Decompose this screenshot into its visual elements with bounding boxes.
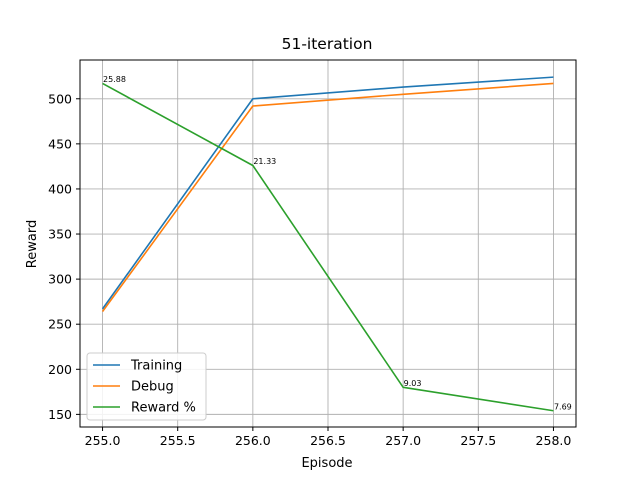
data-label: 9.03 bbox=[404, 379, 422, 388]
x-tick-label: 257.0 bbox=[385, 433, 421, 448]
grid bbox=[80, 60, 576, 427]
data-label: 21.33 bbox=[253, 157, 276, 166]
legend-label: Debug bbox=[131, 380, 174, 395]
series-layer bbox=[101, 76, 554, 412]
x-tick-label: 256.5 bbox=[310, 433, 346, 448]
series-line-reward bbox=[102, 82, 554, 412]
chart-title: 51-iteration bbox=[282, 35, 373, 53]
y-tick-label: 450 bbox=[48, 136, 72, 151]
x-axis-label: Episode bbox=[301, 456, 352, 471]
y-tick-label: 350 bbox=[48, 227, 72, 242]
x-tick-label: 257.5 bbox=[460, 433, 496, 448]
ticks: 255.0 255.5 256.0 256.5 257.0 257.5 258.0 150 20… bbox=[48, 91, 571, 448]
y-tick-label: 400 bbox=[48, 181, 72, 196]
legend: Training Debug Reward % bbox=[86, 352, 207, 421]
legend-label: Reward % bbox=[131, 401, 196, 416]
annotations: 25.88 21.33 9.03 7.69 bbox=[103, 75, 572, 411]
x-tick-label: 255.0 bbox=[85, 433, 121, 448]
legend-box bbox=[86, 352, 207, 421]
x-tick-label: 258.0 bbox=[536, 433, 572, 448]
series-line-training bbox=[101, 76, 554, 310]
y-tick-label: 500 bbox=[48, 91, 72, 106]
y-tick-label: 300 bbox=[48, 272, 72, 287]
y-tick-label: 150 bbox=[48, 407, 72, 422]
data-label: 7.69 bbox=[554, 402, 572, 411]
x-tick-label: 255.5 bbox=[160, 433, 196, 448]
y-tick-label: 250 bbox=[48, 317, 72, 332]
y-tick-label: 200 bbox=[48, 362, 72, 377]
legend-label: Training bbox=[130, 359, 182, 374]
x-tick-label: 256.0 bbox=[235, 433, 271, 448]
y-axis-label: Reward bbox=[25, 220, 40, 268]
series-line-debug bbox=[101, 82, 554, 313]
data-label: 25.88 bbox=[103, 75, 126, 84]
